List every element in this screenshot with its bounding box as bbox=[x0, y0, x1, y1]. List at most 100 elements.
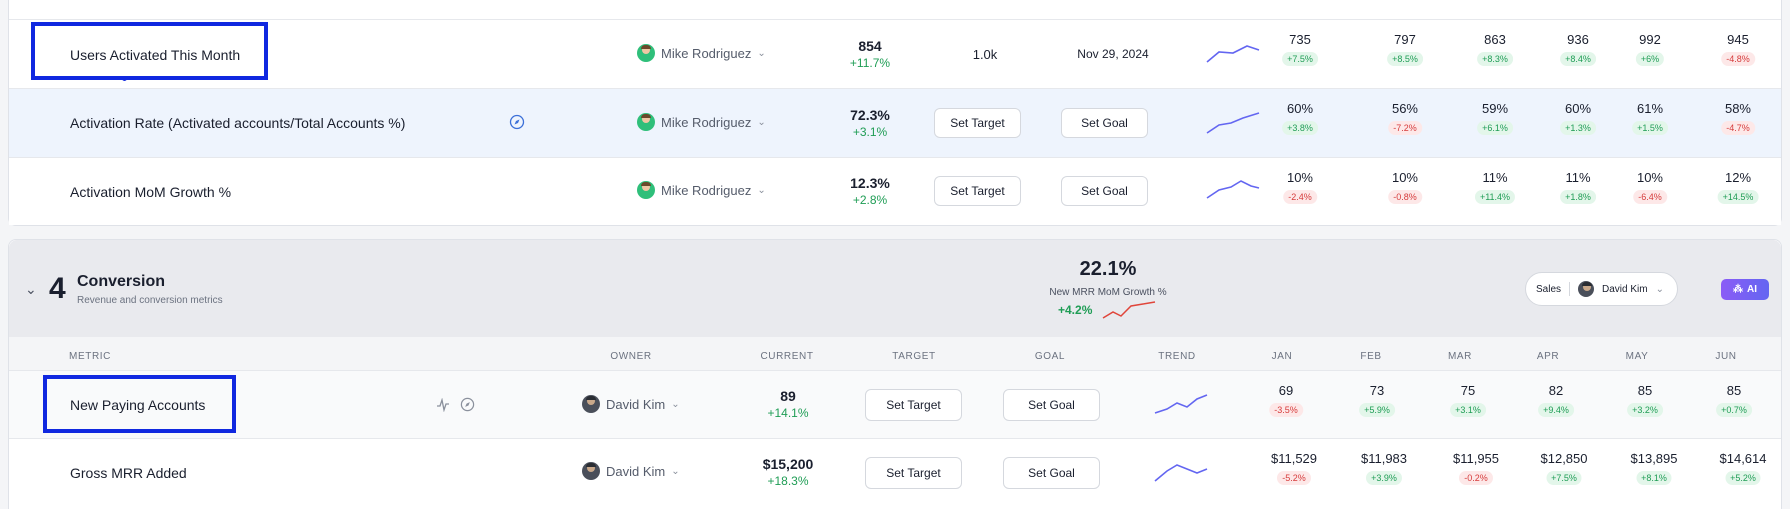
metric-name[interactable]: Gross MRR Added bbox=[70, 465, 187, 481]
kpi-value: 22.1% bbox=[1079, 258, 1137, 280]
trend-sparkline bbox=[1154, 394, 1208, 414]
metric-name[interactable]: Activation Rate (Activated accounts/Tota… bbox=[70, 115, 406, 131]
current-value: 72.3% bbox=[850, 107, 890, 123]
kpi-delta: +4.2% bbox=[1058, 303, 1093, 317]
table-row[interactable]: New Paying Accounts David Kim ⌄ 89 +14.1… bbox=[9, 371, 1781, 439]
compass-icon[interactable] bbox=[460, 397, 475, 412]
team-owner-selector[interactable]: Sales David Kim ⌄ bbox=[1525, 272, 1678, 306]
collapse-chevron-icon[interactable]: ⌄ bbox=[25, 281, 37, 297]
header-target: TARGET bbox=[892, 351, 936, 362]
column-headers: METRIC OWNER CURRENT TARGET GOAL TREND J… bbox=[9, 337, 1781, 371]
owner-selector[interactable]: Mike Rodriguez ⌄ bbox=[637, 44, 766, 62]
trend-sparkline bbox=[1206, 180, 1260, 199]
month-jan: 60% +3.8% bbox=[1282, 101, 1318, 136]
current-value-cell: 72.3% +3.1% bbox=[850, 107, 890, 139]
metric-name[interactable]: Users Activated This Month bbox=[70, 47, 241, 63]
month-mar: 11% +11.4% bbox=[1474, 170, 1516, 205]
chevron-down-icon: ⌄ bbox=[671, 398, 680, 410]
kpi-sparkline bbox=[1102, 301, 1156, 319]
owner-name: David Kim bbox=[606, 463, 666, 479]
owner-name: David Kim bbox=[606, 396, 666, 412]
month-apr: $12,850 +7.5% bbox=[1540, 451, 1588, 485]
current-delta: +3.1% bbox=[852, 125, 888, 139]
header-owner: OWNER bbox=[610, 351, 652, 362]
chevron-down-icon: ⌄ bbox=[757, 47, 766, 59]
sparkles-icon: ⁂ bbox=[1733, 284, 1743, 295]
activity-icon[interactable] bbox=[436, 398, 450, 412]
chevron-down-icon: ⌄ bbox=[757, 184, 766, 196]
trend-sparkline bbox=[1206, 45, 1260, 63]
table-row[interactable]: Activation MoM Growth % Mike Rodriguez ⌄… bbox=[9, 158, 1781, 225]
table-row[interactable]: Users Activated This Month Mike Rodrigue… bbox=[9, 20, 1781, 89]
owner-selector[interactable]: Mike Rodriguez ⌄ bbox=[637, 113, 766, 131]
month-feb: 10% -0.8% bbox=[1388, 170, 1422, 205]
month-jun: 12% +14.5% bbox=[1717, 170, 1759, 205]
set-target-button[interactable]: Set Target bbox=[865, 389, 962, 421]
avatar bbox=[1578, 281, 1595, 297]
chevron-down-icon: ⌄ bbox=[671, 465, 680, 477]
ai-label: AI bbox=[1747, 284, 1757, 295]
avatar bbox=[582, 395, 600, 413]
section-subtitle: Revenue and conversion metrics bbox=[77, 295, 223, 306]
goal-value[interactable]: Nov 29, 2024 bbox=[1077, 47, 1149, 61]
ai-button[interactable]: ⁂ AI bbox=[1721, 279, 1769, 300]
section-number: 4 bbox=[49, 272, 66, 305]
month-jan: $11,529 -5.2% bbox=[1270, 451, 1318, 485]
current-value-cell: 89 +14.1% bbox=[767, 388, 808, 420]
team-owner-name: David Kim bbox=[1602, 283, 1648, 295]
owner-name: Mike Rodriguez bbox=[661, 45, 752, 61]
current-value: $15,200 bbox=[762, 456, 814, 472]
current-delta: +11.7% bbox=[849, 56, 891, 70]
kpi-label: New MRR MoM Growth % bbox=[1049, 287, 1167, 298]
activation-section-card: Users Activated This Month Mike Rodrigue… bbox=[8, 0, 1782, 226]
chevron-down-icon: ⌄ bbox=[1655, 283, 1664, 295]
compass-icon[interactable] bbox=[509, 114, 525, 130]
month-jan: 69 -3.5% bbox=[1269, 383, 1303, 418]
header-metric: METRIC bbox=[69, 351, 111, 362]
header-trend: TREND bbox=[1158, 351, 1196, 362]
metric-name[interactable]: New Paying Accounts bbox=[70, 397, 206, 413]
target-value[interactable]: 1.0k bbox=[972, 47, 998, 62]
set-target-button[interactable]: Set Target bbox=[934, 108, 1021, 138]
current-delta: +18.3% bbox=[767, 474, 809, 488]
owner-selector[interactable]: David Kim ⌄ bbox=[582, 462, 680, 480]
set-goal-button[interactable]: Set Goal bbox=[1061, 176, 1148, 206]
month-mar: $11,955 -0.2% bbox=[1452, 451, 1500, 485]
current-value: 12.3% bbox=[850, 175, 890, 191]
set-goal-button[interactable]: Set Goal bbox=[1061, 108, 1148, 138]
avatar bbox=[637, 181, 655, 199]
month-may: 10% -6.4% bbox=[1633, 170, 1667, 205]
month-jun: $14,614 +5.2% bbox=[1719, 451, 1767, 485]
set-goal-button[interactable]: Set Goal bbox=[1003, 457, 1100, 489]
avatar bbox=[582, 462, 600, 480]
metric-name[interactable]: Activation MoM Growth % bbox=[70, 184, 232, 200]
set-goal-button[interactable]: Set Goal bbox=[1003, 389, 1100, 421]
month-jun: 85 +0.7% bbox=[1716, 383, 1752, 418]
current-delta: +2.8% bbox=[852, 193, 888, 207]
owner-selector[interactable]: Mike Rodriguez ⌄ bbox=[637, 181, 766, 199]
month-may: 61% +1.5% bbox=[1632, 101, 1668, 136]
owner-selector[interactable]: David Kim ⌄ bbox=[582, 395, 680, 413]
month-mar: 59% +6.1% bbox=[1477, 101, 1513, 136]
avatar bbox=[637, 44, 655, 62]
month-jan: 10% -2.4% bbox=[1283, 170, 1317, 205]
current-value-cell: 854 +11.7% bbox=[850, 38, 890, 70]
avatar bbox=[637, 113, 655, 131]
set-target-button[interactable]: Set Target bbox=[934, 176, 1021, 206]
table-row[interactable]: Gross MRR Added David Kim ⌄ $15,200 +18.… bbox=[9, 439, 1781, 509]
month-jun: 945 -4.8% bbox=[1721, 32, 1755, 67]
month-apr: 936 +8.4% bbox=[1560, 32, 1596, 67]
month-mar: 75 +3.1% bbox=[1450, 383, 1486, 418]
section-title: Conversion bbox=[77, 273, 166, 290]
team-label: Sales bbox=[1536, 283, 1562, 295]
section-header: ⌄ 4 Conversion Revenue and conversion me… bbox=[9, 240, 1781, 337]
month-mar: 863 +8.3% bbox=[1477, 32, 1513, 67]
trend-sparkline bbox=[1154, 464, 1208, 482]
month-feb: 56% -7.2% bbox=[1388, 101, 1422, 136]
focus-highlight bbox=[31, 22, 268, 80]
previous-row-tail bbox=[9, 0, 1781, 20]
table-row[interactable]: Activation Rate (Activated accounts/Tota… bbox=[9, 89, 1781, 158]
set-target-button[interactable]: Set Target bbox=[865, 457, 962, 489]
chevron-down-icon: ⌄ bbox=[757, 116, 766, 128]
month-may: $13,895 +8.1% bbox=[1630, 451, 1678, 485]
